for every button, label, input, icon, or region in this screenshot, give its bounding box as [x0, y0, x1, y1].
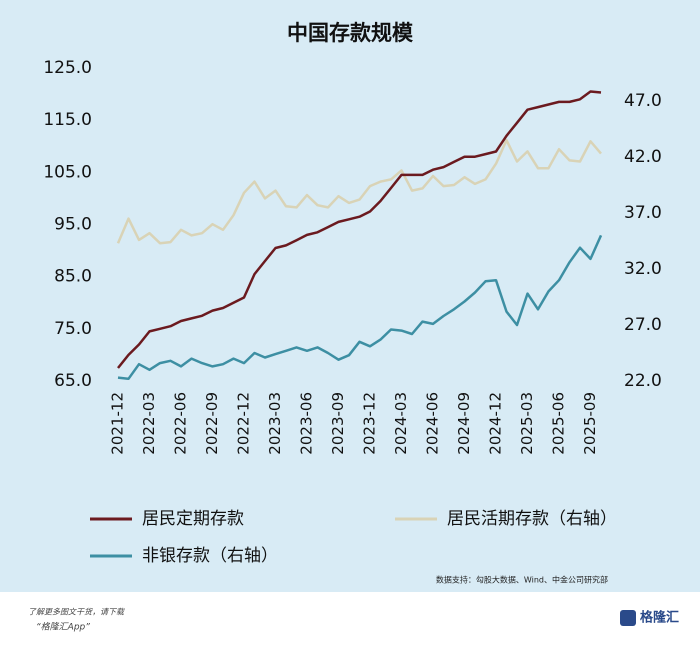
y-tick-label: 75.0 — [54, 319, 92, 339]
x-tick-label: 2025-03 — [518, 392, 536, 455]
logo-icon — [620, 610, 636, 626]
legend-label: 非银存款（右轴） — [142, 546, 278, 566]
y-tick-label: 125.0 — [43, 58, 92, 78]
legend-label: 居民活期存款（右轴） — [447, 509, 617, 529]
y2-tick-label: 32.0 — [624, 259, 662, 279]
source-note: 数据支持：勾股大数据、Wind、中金公司研究部 — [436, 575, 608, 585]
x-tick-label: 2024-09 — [455, 392, 473, 455]
x-tick-label: 2022-09 — [203, 392, 221, 455]
series-line — [116, 138, 602, 245]
x-tick-label: 2025-09 — [581, 392, 599, 455]
x-tick-label: 2024-06 — [424, 392, 442, 455]
y-tick-label: 115.0 — [43, 110, 92, 130]
x-tick-label: 2024-03 — [392, 392, 410, 455]
y2-tick-label: 27.0 — [624, 315, 662, 335]
x-tick-label: 2021-12 — [109, 392, 127, 455]
footer-text: 了解更多图文干货，请下载 — [28, 608, 125, 617]
y2-tick-label: 37.0 — [624, 203, 662, 223]
x-tick-label: 2024-12 — [487, 392, 505, 455]
y-tick-label: 105.0 — [43, 162, 92, 182]
y2-tick-label: 22.0 — [624, 371, 662, 391]
footer-app: “格隆汇App” — [36, 622, 90, 633]
chart-title: 中国存款规模 — [287, 21, 414, 45]
x-tick-label: 2023-09 — [329, 392, 347, 455]
y2-tick-label: 47.0 — [624, 91, 662, 111]
x-tick-label: 2023-12 — [361, 392, 379, 455]
y-tick-label: 95.0 — [54, 215, 92, 235]
x-tick-label: 2022-12 — [235, 392, 253, 455]
x-tick-label: 2022-03 — [140, 392, 158, 455]
x-tick-label: 2023-03 — [266, 392, 284, 455]
series-line — [117, 90, 602, 369]
legend-label: 居民定期存款 — [142, 509, 244, 529]
y-tick-label: 85.0 — [54, 267, 92, 287]
y2-tick-label: 42.0 — [624, 147, 662, 167]
x-tick-label: 2025-06 — [550, 392, 568, 455]
chart-background — [0, 0, 700, 592]
logo-text: 格隆汇 — [640, 610, 679, 626]
series-line — [117, 234, 603, 381]
y-tick-label: 65.0 — [54, 371, 92, 391]
x-tick-label: 2023-06 — [298, 392, 316, 455]
x-tick-label: 2022-06 — [172, 392, 190, 455]
